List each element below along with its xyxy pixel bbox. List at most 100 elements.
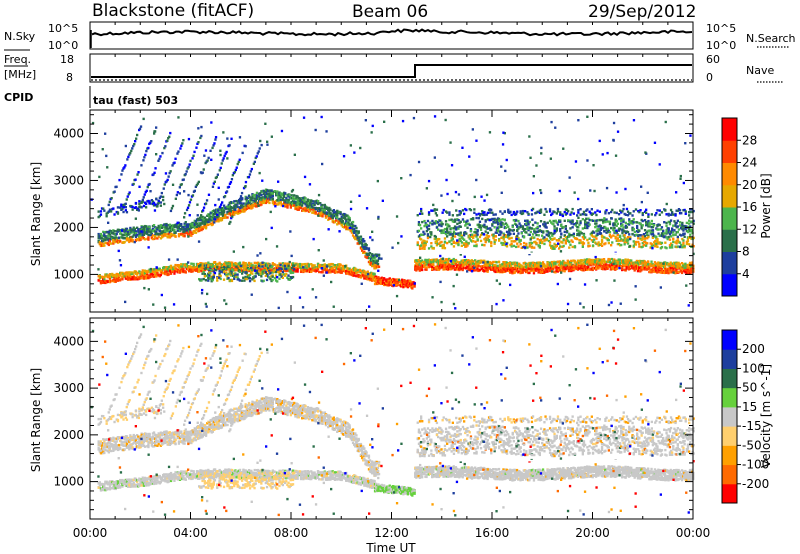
power-cell: [488, 261, 491, 264]
power-cell: [511, 270, 514, 274]
power-cell: [570, 268, 573, 271]
power-cell: [510, 245, 513, 248]
power-cell: [217, 220, 220, 223]
power-cell: [125, 227, 129, 231]
power-cell: [223, 209, 226, 212]
power-cell: [402, 285, 405, 289]
power-cell: [255, 191, 259, 195]
power-cell: [281, 198, 285, 202]
power-cell: [465, 220, 468, 223]
power-cell: [518, 222, 521, 225]
power-cell: [687, 272, 690, 275]
power-cell: [247, 194, 251, 198]
power-cell: [365, 244, 368, 247]
power-cell: [596, 260, 599, 263]
power-cell: [499, 233, 502, 236]
power-cell: [586, 268, 589, 271]
power-cell: [407, 279, 411, 283]
power-cell: [311, 267, 314, 271]
power-cell: [438, 242, 441, 246]
power-cell: [374, 267, 377, 270]
power-cell: [566, 265, 569, 268]
power-cell: [159, 273, 162, 277]
power-cell: [131, 231, 134, 234]
power-cell: [381, 277, 385, 280]
power-cell: [260, 190, 263, 193]
power-cell: [502, 236, 505, 239]
power-cell: [443, 241, 447, 244]
power-cell: [445, 263, 449, 266]
nsearch-label: N.Search: [746, 32, 796, 45]
power-cell: [496, 230, 500, 233]
power-cell: [691, 261, 694, 264]
power-cell: [159, 226, 162, 229]
power-cell: [367, 247, 371, 250]
power-cell: [431, 247, 434, 250]
power-cell: [486, 227, 489, 230]
power-cell: [349, 268, 352, 272]
power-cell: [157, 233, 160, 236]
power-cell: [517, 245, 520, 248]
power-cell: [304, 264, 307, 267]
power-cell: [484, 240, 487, 243]
power-cell: [364, 272, 367, 275]
power-cell: [452, 265, 455, 268]
power-cell: [211, 212, 214, 216]
power-cell: [249, 196, 252, 199]
power-cell: [460, 241, 463, 244]
power-cell: [486, 270, 489, 273]
power-cell: [279, 201, 282, 204]
power-cell: [278, 202, 281, 205]
power-cell: [132, 274, 135, 277]
power-cell: [384, 278, 387, 281]
power-cell: [141, 269, 144, 272]
power-cell: [415, 259, 418, 262]
power-cell: [322, 267, 325, 270]
power-cell: [658, 270, 661, 274]
power-cell: [524, 228, 527, 231]
power-cell: [137, 271, 140, 275]
power-cell: [359, 246, 363, 249]
power-cell: [112, 237, 115, 241]
power-cell: [494, 235, 497, 238]
nave-label: Nave: [746, 64, 774, 77]
power-cell: [442, 229, 445, 232]
power-cell: [386, 278, 389, 281]
power-cell: [237, 264, 240, 268]
power-cell: [289, 206, 292, 209]
power-cell: [507, 235, 510, 238]
power-cell: [305, 209, 308, 212]
freq-label: Freq.: [4, 53, 31, 66]
power-cell: [237, 211, 240, 215]
power-cell: [387, 280, 390, 283]
power-cell: [315, 201, 318, 204]
power-cell: [260, 200, 263, 204]
power-cell: [200, 228, 203, 232]
power-cell: [370, 261, 373, 265]
power-cell: [472, 217, 475, 220]
power-cell: [562, 263, 565, 266]
power-cell: [636, 269, 640, 273]
power-cell: [232, 201, 235, 205]
power-cell: [141, 229, 144, 232]
power-cell: [647, 260, 650, 263]
power-cell: [437, 268, 441, 271]
power-cell: [126, 233, 130, 236]
power-cell: [270, 189, 273, 192]
power-cell: [379, 282, 382, 285]
power-cell: [425, 266, 428, 269]
power-cell: [176, 229, 179, 232]
power-cell: [311, 200, 314, 203]
power-cell: [278, 262, 281, 265]
power-cell: [451, 266, 454, 270]
power-cell: [331, 216, 334, 220]
power-cell: [492, 234, 495, 237]
power-cell: [373, 273, 376, 276]
power-cell: [434, 235, 437, 239]
power-cell: [654, 269, 658, 272]
power-cell: [630, 259, 633, 262]
power-cell: [470, 262, 473, 265]
power-cell: [483, 225, 486, 228]
power-cell: [285, 205, 288, 208]
power-cell: [123, 233, 126, 236]
